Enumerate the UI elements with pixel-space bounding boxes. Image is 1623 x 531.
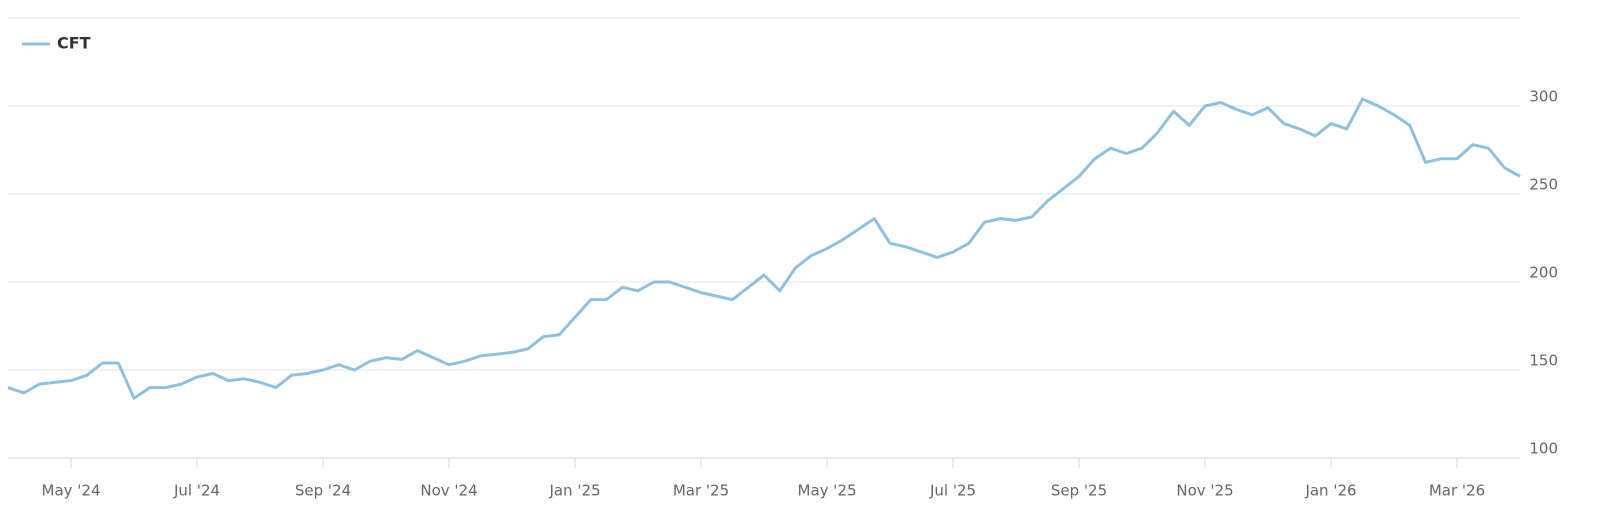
x-tick-label: Jan '25 bbox=[548, 482, 600, 500]
legend-label: CFT bbox=[57, 34, 91, 53]
x-tick-label: Jan '26 bbox=[1304, 482, 1356, 500]
y-tick-label: 100 bbox=[1529, 440, 1558, 458]
x-tick-label: Jul '24 bbox=[173, 482, 220, 500]
x-tick-label: Sep '24 bbox=[295, 482, 351, 500]
y-tick-label: 250 bbox=[1529, 176, 1558, 194]
x-tick-label: Mar '25 bbox=[673, 482, 729, 500]
x-tick-label: Nov '25 bbox=[1176, 482, 1233, 500]
y-tick-label: 150 bbox=[1529, 352, 1558, 370]
x-tick-label: May '25 bbox=[798, 482, 857, 500]
price-line bbox=[7, 97, 1521, 400]
x-tick-label: Mar '26 bbox=[1429, 482, 1485, 500]
x-tick-label: Sep '25 bbox=[1051, 482, 1107, 500]
y-tick-label: 300 bbox=[1529, 88, 1558, 106]
x-tick-label: Nov '24 bbox=[420, 482, 477, 500]
y-tick-label: 200 bbox=[1529, 264, 1558, 282]
x-tick-label: May '24 bbox=[42, 482, 101, 500]
x-tick-label: Jul '25 bbox=[929, 482, 976, 500]
